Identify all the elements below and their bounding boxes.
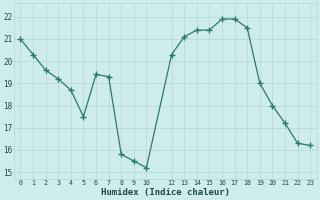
- X-axis label: Humidex (Indice chaleur): Humidex (Indice chaleur): [101, 188, 230, 197]
